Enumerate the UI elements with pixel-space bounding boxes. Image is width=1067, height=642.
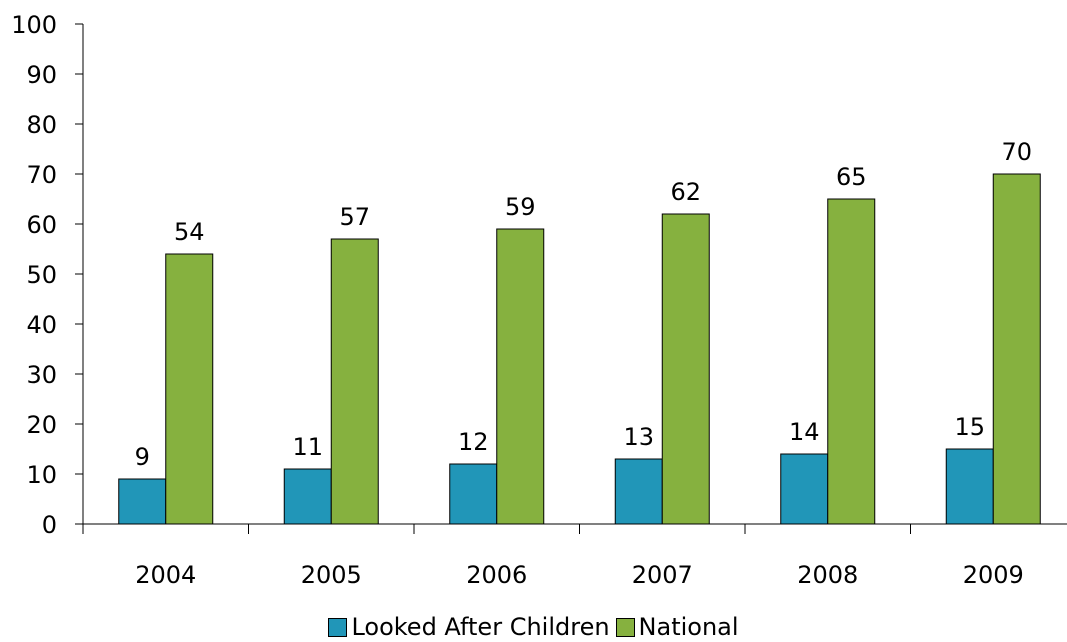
x-tick-label: 2007 xyxy=(632,561,693,589)
bar-looked-after-children-2008 xyxy=(780,453,829,525)
y-tick-label: 30 xyxy=(26,361,57,389)
data-label-national-2007: 62 xyxy=(670,178,701,206)
data-label-looked-after-children-2009: 15 xyxy=(954,413,985,441)
data-label-national-2005: 57 xyxy=(339,203,370,231)
y-tick-label: 50 xyxy=(26,261,57,289)
bar-looked-after-children-2009 xyxy=(945,448,994,525)
bar-national-2004 xyxy=(165,253,214,525)
x-tick-label: 2005 xyxy=(301,561,362,589)
bar-looked-after-children-2004 xyxy=(118,478,167,525)
legend: Looked After Children National xyxy=(0,612,1067,642)
bar-national-2007 xyxy=(661,213,710,525)
data-label-looked-after-children-2004: 9 xyxy=(135,443,150,471)
y-tick-label: 80 xyxy=(26,111,57,139)
data-label-looked-after-children-2007: 13 xyxy=(623,423,654,451)
data-label-national-2006: 59 xyxy=(505,193,536,221)
bar-looked-after-children-2007 xyxy=(614,458,663,525)
bar-national-2009 xyxy=(992,173,1041,525)
y-tick-label: 20 xyxy=(26,411,57,439)
data-label-looked-after-children-2006: 12 xyxy=(458,428,489,456)
legend-swatch-national xyxy=(615,617,635,637)
bar-national-2006 xyxy=(496,228,545,525)
x-tick-label: 2004 xyxy=(135,561,196,589)
legend-swatch-looked-after-children xyxy=(328,617,348,637)
bar-national-2008 xyxy=(827,198,876,525)
legend-label-looked-after-children: Looked After Children xyxy=(351,613,610,641)
bars xyxy=(118,173,1041,525)
bar-looked-after-children-2005 xyxy=(283,468,332,525)
data-label-national-2004: 54 xyxy=(174,218,205,246)
data-label-looked-after-children-2005: 11 xyxy=(292,433,323,461)
bar-looked-after-children-2006 xyxy=(449,463,498,525)
x-tick-label: 2008 xyxy=(797,561,858,589)
y-tick-label: 0 xyxy=(42,511,57,539)
data-label-national-2009: 70 xyxy=(1001,138,1032,166)
data-labels: 9 54 11 57 12 59 13 62 14 65 15 70 xyxy=(135,138,1032,471)
y-tick-label: 60 xyxy=(26,211,57,239)
y-tick-label: 40 xyxy=(26,311,57,339)
y-tick-label: 70 xyxy=(26,161,57,189)
data-label-national-2008: 65 xyxy=(836,163,867,191)
bar-national-2005 xyxy=(330,238,379,525)
y-tick-label: 10 xyxy=(26,461,57,489)
data-label-looked-after-children-2008: 14 xyxy=(789,418,820,446)
x-axis: 2004 2005 2006 2007 2008 2009 xyxy=(82,523,1067,589)
y-tick-label: 100 xyxy=(11,11,57,39)
legend-item-national: National xyxy=(615,613,739,641)
y-tick-label: 90 xyxy=(26,61,57,89)
y-axis: 0 10 20 30 40 50 60 70 80 90 100 xyxy=(11,11,84,539)
legend-label-national: National xyxy=(638,613,739,641)
x-tick-label: 2006 xyxy=(466,561,527,589)
legend-item-looked-after-children: Looked After Children xyxy=(328,613,610,641)
x-tick-label: 2009 xyxy=(963,561,1024,589)
